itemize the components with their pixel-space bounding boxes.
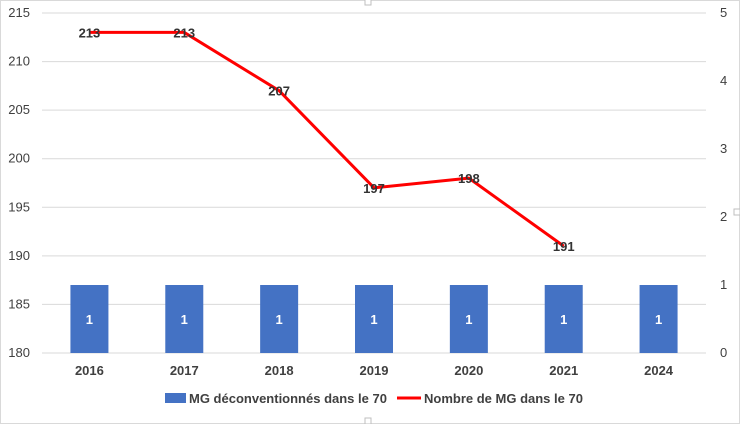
bar-data-label: 1 <box>465 312 472 327</box>
bar <box>355 285 393 353</box>
legend-swatch-bar <box>165 393 186 403</box>
resize-handle <box>733 208 740 216</box>
y-left-tick-label: 215 <box>8 5 30 20</box>
bar-data-label: 1 <box>560 312 567 327</box>
line-data-label: 213 <box>173 25 195 40</box>
line-data-label: 197 <box>363 181 385 196</box>
bar <box>544 285 583 353</box>
line-data-label: 213 <box>79 25 101 40</box>
legend-label-bar: MG déconventionnés dans le 70 <box>189 391 387 406</box>
bar <box>70 285 109 353</box>
x-tick-label: 2024 <box>644 363 674 378</box>
line-series <box>89 30 565 248</box>
bar-data-label: 1 <box>276 312 283 327</box>
y-left-tick-label: 190 <box>8 248 30 263</box>
x-tick-label: 2019 <box>360 363 389 378</box>
line-data-label: 191 <box>553 239 575 254</box>
y-right-tick-label: 1 <box>720 277 727 292</box>
x-tick-label: 2021 <box>549 363 578 378</box>
y-right-tick-label: 0 <box>720 345 727 360</box>
y-right-tick-label: 4 <box>720 73 727 88</box>
y-left-tick-label: 200 <box>8 151 30 166</box>
resize-handle <box>364 0 372 6</box>
bar-data-label: 1 <box>655 312 662 327</box>
bar-data-label: 1 <box>181 312 188 327</box>
y-left-tick-label: 205 <box>8 102 30 117</box>
bar-data-label: 1 <box>370 312 377 327</box>
x-tick-label: 2017 <box>170 363 199 378</box>
line-data-label: 198 <box>458 171 480 186</box>
line-data-label: 207 <box>268 84 290 99</box>
y-right-tick-label: 2 <box>720 209 727 224</box>
y-left-tick-label: 180 <box>8 345 30 360</box>
x-tick-label: 2018 <box>265 363 294 378</box>
x-tick-label: 2020 <box>454 363 483 378</box>
y-right-tick-label: 3 <box>720 141 727 156</box>
bar <box>639 285 678 353</box>
y-left-tick-label: 210 <box>8 54 30 69</box>
bar <box>165 285 204 353</box>
resize-handle <box>364 417 372 424</box>
bar <box>449 285 488 353</box>
y-right-tick-label: 5 <box>720 5 727 20</box>
x-tick-label: 2016 <box>75 363 104 378</box>
y-left-tick-label: 195 <box>8 199 30 214</box>
y-left-tick-label: 185 <box>8 296 30 311</box>
bar-data-label: 1 <box>86 312 93 327</box>
bar <box>260 285 299 353</box>
legend-label-line: Nombre de MG dans le 70 <box>424 391 583 406</box>
